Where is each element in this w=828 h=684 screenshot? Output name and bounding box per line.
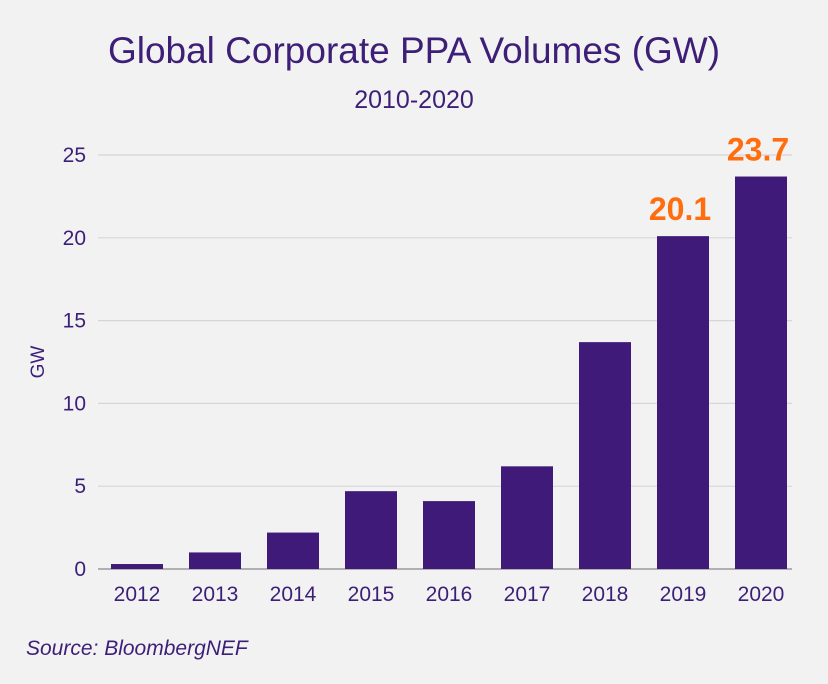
x-tick-label: 2013 [192,583,239,606]
bar-2016 [423,501,475,569]
source-note: Source: BloombergNEF [26,637,249,660]
data-label-2020: 23.7 [727,132,789,168]
bar-2018 [579,342,631,569]
x-tick-label: 2019 [660,583,707,606]
x-tick-label: 2015 [348,583,395,606]
y-tick-label: 25 [63,144,86,167]
x-tick-label: 2016 [426,583,473,606]
bar-2013 [189,552,241,569]
data-label-2019: 20.1 [649,191,711,227]
y-tick-label: 5 [74,475,86,498]
bar-2012 [111,564,163,569]
y-tick-label: 0 [74,558,86,581]
y-tick-label: 15 [63,310,86,333]
x-tick-label: 2012 [114,583,161,606]
data-labels: 20.1 23.7 [649,132,789,228]
bar-2019 [657,236,709,570]
bars [111,176,787,570]
bar-2014 [267,532,319,569]
chart-subtitle: 2010-2020 [354,86,474,114]
chart-title: Global Corporate PPA Volumes (GW) [108,30,720,71]
y-tick-label: 20 [63,227,86,250]
bar-2015 [345,491,397,569]
bar-2020 [735,176,787,569]
x-tick-label: 2014 [270,583,317,606]
x-tick-label: 2018 [582,583,629,606]
bar-2017 [501,466,553,569]
y-axis-label: GW [28,346,49,379]
x-tick-label: 2017 [504,583,551,606]
x-axis-ticks: 2012 2013 2014 2015 2016 2017 2018 2019 2020 [114,583,785,606]
y-tick-label: 10 [63,392,86,415]
y-axis-ticks: 0 5 10 15 20 25 [63,144,86,581]
x-tick-label: 2020 [738,583,785,606]
